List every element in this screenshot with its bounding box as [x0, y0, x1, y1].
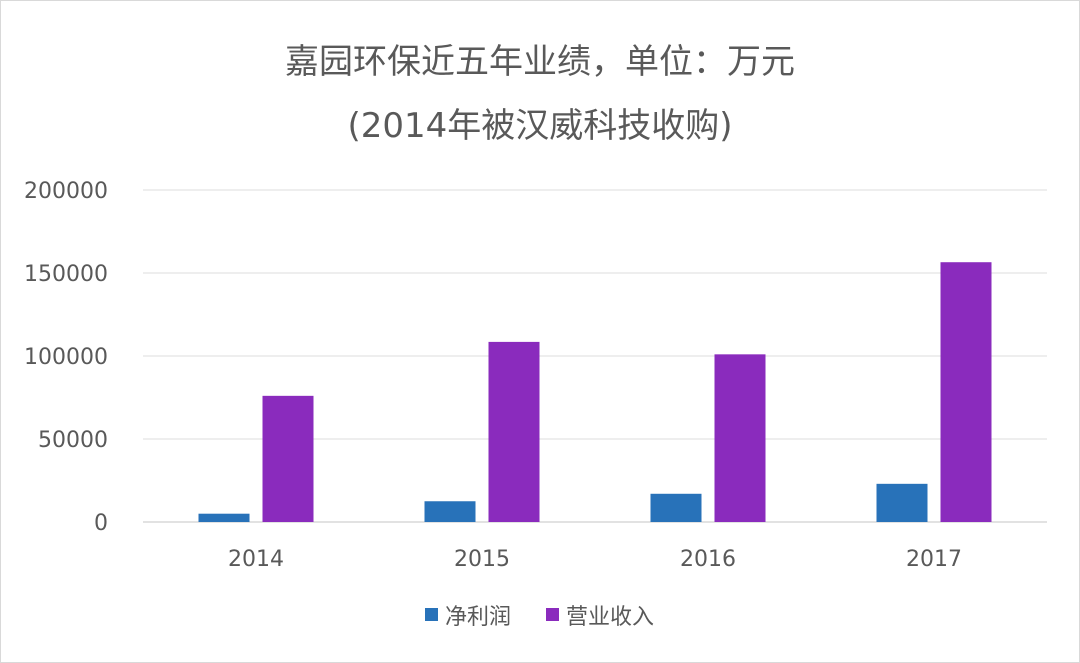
bar — [650, 493, 702, 522]
bar — [424, 501, 476, 522]
x-axis: 2014 2015 2016 2017 — [228, 547, 962, 572]
legend-label: 净利润 — [445, 605, 511, 630]
chart-title-block: 嘉园环保近五年业绩，单位：万元 (2014年被汉威科技收购) — [0, 30, 1080, 158]
x-tick-label: 2014 — [228, 547, 284, 572]
legend-label: 营业收入 — [566, 605, 654, 630]
bar — [940, 262, 992, 522]
y-tick-label: 0 — [94, 511, 108, 536]
legend-swatch — [425, 608, 438, 621]
bar — [198, 513, 250, 522]
y-tick-label: 50000 — [38, 428, 108, 453]
x-tick-label: 2016 — [680, 547, 736, 572]
y-tick-label: 100000 — [24, 345, 108, 370]
y-tick-label: 150000 — [24, 262, 108, 287]
bar — [714, 354, 766, 522]
x-tick-label: 2015 — [454, 547, 510, 572]
bar — [488, 341, 540, 522]
bars — [198, 262, 992, 522]
legend-swatch — [546, 608, 559, 621]
bar — [876, 483, 928, 522]
y-axis: 0 50000 100000 150000 200000 — [24, 179, 108, 536]
y-tick-label: 200000 — [24, 179, 108, 204]
chart-subtitle: (2014年被汉威科技收购) — [347, 106, 733, 146]
chart-title: 嘉园环保近五年业绩，单位：万元 — [285, 42, 795, 82]
bar — [262, 395, 314, 522]
x-tick-label: 2017 — [906, 547, 962, 572]
legend: 净利润 营业收入 — [425, 605, 654, 630]
